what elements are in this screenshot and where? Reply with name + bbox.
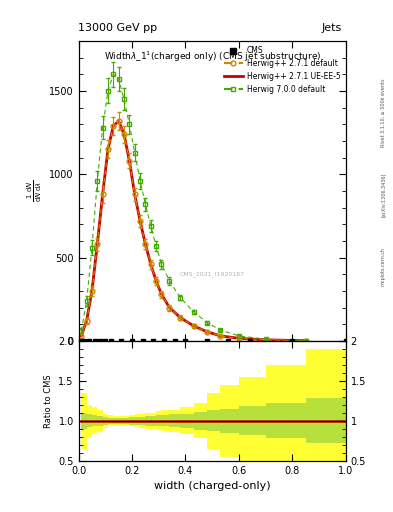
Text: [arXiv:1306.3436]: [arXiv:1306.3436] (381, 173, 386, 217)
Text: CMS_2021_I1920187: CMS_2021_I1920187 (180, 271, 245, 276)
Legend: CMS, Herwig++ 2.7.1 default, Herwig++ 2.7.1 UE-EE-5, Herwig 7.0.0 default: CMS, Herwig++ 2.7.1 default, Herwig++ 2.… (221, 43, 343, 97)
Text: mcplots.cern.ch: mcplots.cern.ch (381, 247, 386, 286)
Text: Jets: Jets (321, 23, 342, 33)
Text: 13000 GeV pp: 13000 GeV pp (78, 23, 158, 33)
Text: Width$\lambda\_1^1$(charged only) (CMS jet substructure): Width$\lambda\_1^1$(charged only) (CMS j… (104, 50, 321, 65)
Text: Rivet 3.1.10, ≥ 500k events: Rivet 3.1.10, ≥ 500k events (381, 78, 386, 147)
Y-axis label: Ratio to CMS: Ratio to CMS (44, 374, 53, 428)
X-axis label: width (charged-only): width (charged-only) (154, 481, 270, 491)
Y-axis label: $\frac{1}{\mathrm{d}N}\frac{\mathrm{d}N}{\mathrm{d}\lambda}$: $\frac{1}{\mathrm{d}N}\frac{\mathrm{d}N}… (25, 180, 44, 202)
